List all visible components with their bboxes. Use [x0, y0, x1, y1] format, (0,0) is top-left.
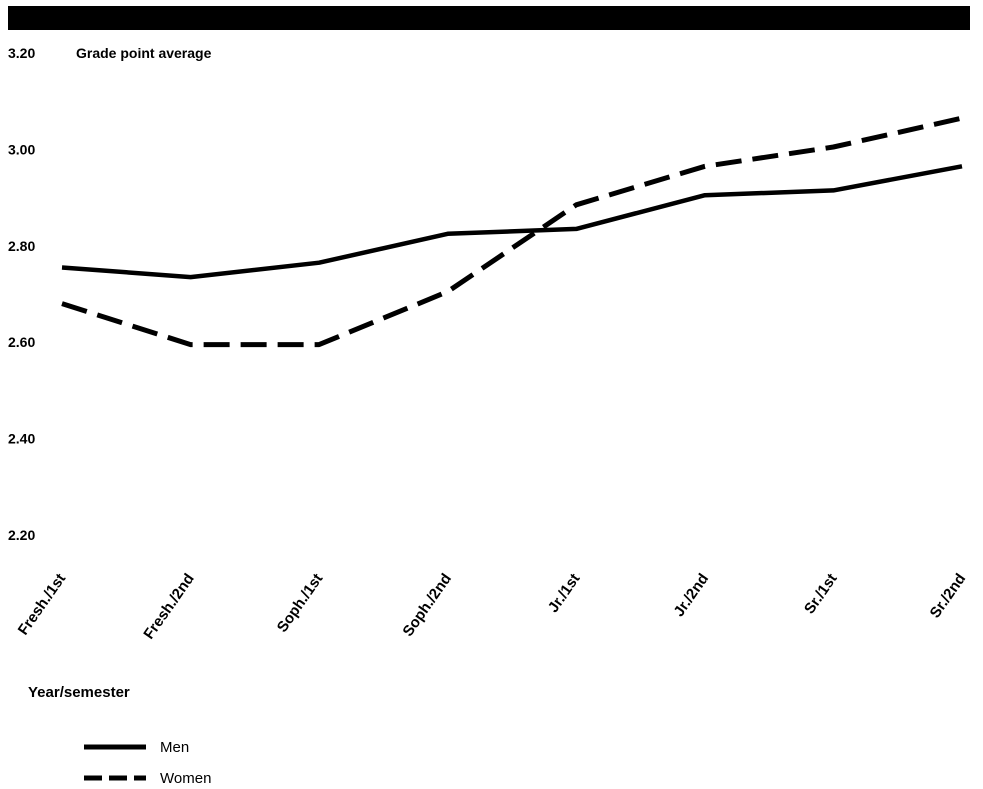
y-tick-label: 3.20	[8, 45, 35, 61]
x-axis-ticks: Fresh./1st Fresh./2nd Soph./1st Soph./2nd Jr…	[15, 571, 970, 643]
y-tick-label: 2.20	[8, 527, 35, 543]
series-line-men	[61, 164, 963, 280]
x-tick-label: Jr./2nd	[670, 571, 712, 620]
x-tick-label: Fresh./1st	[15, 571, 70, 639]
x-tick-label: Soph./2nd	[399, 571, 455, 640]
y-axis-title: Grade point average	[76, 45, 212, 61]
y-tick-label: 2.40	[8, 431, 35, 447]
y-tick-label: 3.00	[8, 141, 35, 157]
y-axis-ticks: 2.20 2.40 2.60 2.80 3.00 3.20	[8, 45, 35, 543]
header-bar	[8, 6, 970, 30]
legend: Men Women	[84, 739, 211, 787]
x-tick-label: Fresh./2nd	[140, 571, 197, 643]
series-line-women	[61, 115, 963, 348]
y-tick-label: 2.80	[8, 238, 35, 254]
y-tick-label: 2.60	[8, 334, 35, 350]
legend-label-women: Women	[160, 770, 211, 787]
x-tick-label: Sr./1st	[801, 571, 841, 618]
legend-label-men: Men	[160, 739, 189, 756]
series-lines	[61, 115, 963, 348]
x-tick-label: Jr./1st	[545, 571, 584, 616]
x-tick-label: Sr./2nd	[927, 571, 970, 622]
x-tick-label: Soph./1st	[274, 571, 327, 636]
x-axis-title: Year/semester	[28, 684, 130, 701]
